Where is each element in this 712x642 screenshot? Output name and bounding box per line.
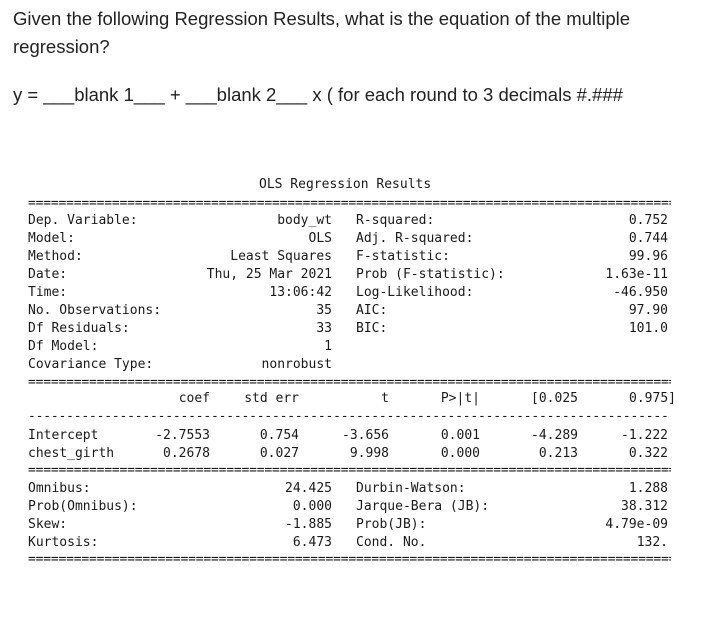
stat-row: Time: 13:06:42 Log-Likelihood: -46.950 <box>28 284 668 302</box>
coef-row: Intercept -2.7553 0.754 -3.656 0.001 -4.… <box>28 427 668 445</box>
ci-high-value: -1.222 <box>621 428 668 443</box>
stat-label: Date: <box>28 267 68 282</box>
coef-row: chest_girth 0.2678 0.027 9.998 0.000 0.2… <box>28 445 668 463</box>
col-header-ci-low: [0.025 <box>531 391 578 406</box>
question-line-2: regression? <box>13 36 110 57</box>
stat-label-right: F-statistic: <box>356 249 450 264</box>
stat-row: Method: Least Squares F-statistic: 99.96 <box>28 248 668 266</box>
stat-label: Df Residuals: <box>28 321 130 336</box>
stat-value-right: 101.0 <box>628 321 668 336</box>
coef-name: Intercept <box>28 428 99 443</box>
ci-low-value: 0.213 <box>538 446 578 461</box>
stat-label-right: Log-Likelihood: <box>356 285 474 300</box>
rule-single: ----------------------------------------… <box>28 413 671 421</box>
diag-row: Omnibus: 24.425 Durbin-Watson: 1.288 <box>28 480 668 498</box>
stat-value: Thu, 25 Mar 2021 <box>206 267 332 282</box>
diag-label-right: Jarque-Bera (JB): <box>356 499 490 514</box>
diag-value-right: 132. <box>636 535 668 550</box>
col-header-p: P>|t| <box>440 391 480 406</box>
stat-row: Df Residuals: 33 BIC: 101.0 <box>28 320 668 338</box>
stat-value: Least Squares <box>230 249 332 264</box>
question-line-1: Given the following Regression Results, … <box>13 8 631 29</box>
p-value: 0.000 <box>440 446 480 461</box>
ci-high-value: 0.322 <box>628 446 668 461</box>
stat-label: Method: <box>28 249 83 264</box>
diag-row: Skew: -1.885 Prob(JB): 4.79e-09 <box>28 516 668 534</box>
diag-row: Prob(Omnibus): 0.000 Jarque-Bera (JB): 3… <box>28 498 668 516</box>
rule-double: ========================================… <box>28 467 671 475</box>
col-header-std-err: std err <box>244 391 299 406</box>
diag-value: 24.425 <box>285 481 332 496</box>
t-value: 9.998 <box>349 446 389 461</box>
rule-double: ========================================… <box>28 200 671 208</box>
stat-row: Dep. Variable: body_wt R-squared: 0.752 <box>28 212 668 230</box>
diag-value-right: 1.288 <box>628 481 668 496</box>
col-header-coef: coef <box>178 391 210 406</box>
coef-header-row: coef std err t P>|t| [0.025 0.975] <box>28 390 676 408</box>
diag-label: Kurtosis: <box>28 535 99 550</box>
std-err-value: 0.027 <box>259 446 299 461</box>
stat-row: No. Observations: 35 AIC: 97.90 <box>28 302 668 320</box>
diag-row: Kurtosis: 6.473 Cond. No. 132. <box>28 534 668 552</box>
stat-label: Model: <box>28 231 75 246</box>
stat-value-right: 0.752 <box>628 213 668 228</box>
stat-value: nonrobust <box>261 357 332 372</box>
diag-label-right: Prob(JB): <box>356 517 427 532</box>
rule-double: ========================================… <box>28 556 671 564</box>
coef-name: chest_girth <box>28 446 115 461</box>
stat-value-right: 97.90 <box>628 303 668 318</box>
stat-row: Covariance Type: nonrobust <box>28 356 668 374</box>
stat-label-right: Prob (F-statistic): <box>356 267 505 282</box>
stat-label: Dep. Variable: <box>28 213 138 228</box>
diag-value: -1.885 <box>285 517 332 532</box>
coef-value: 0.2678 <box>163 446 210 461</box>
diag-value: 0.000 <box>292 499 332 514</box>
diag-label-right: Durbin-Watson: <box>356 481 466 496</box>
stat-value-right: 0.744 <box>628 231 668 246</box>
stat-label: Covariance Type: <box>28 357 154 372</box>
stat-label-right: Adj. R-squared: <box>356 231 474 246</box>
ci-low-value: -4.289 <box>531 428 578 443</box>
stat-label: Time: <box>28 285 68 300</box>
diag-label: Omnibus: <box>28 481 91 496</box>
diag-label-right: Cond. No. <box>356 535 427 550</box>
stat-value-right: 1.63e-11 <box>605 267 668 282</box>
stat-label: No. Observations: <box>28 303 162 318</box>
col-header-ci-high: 0.975] <box>629 391 676 406</box>
stat-value: 33 <box>316 321 332 336</box>
diag-value: 6.473 <box>292 535 332 550</box>
stat-value: 13:06:42 <box>269 285 332 300</box>
stat-label: Df Model: <box>28 339 99 354</box>
stat-row: Model: OLS Adj. R-squared: 0.744 <box>28 230 668 248</box>
stat-value: 35 <box>316 303 332 318</box>
stat-label-right: BIC: <box>356 321 388 336</box>
diag-label: Prob(Omnibus): <box>28 499 138 514</box>
diag-value-right: 4.79e-09 <box>605 517 668 532</box>
coef-value: -2.7553 <box>155 428 210 443</box>
stat-label-right: R-squared: <box>356 213 435 228</box>
diag-label: Skew: <box>28 517 68 532</box>
t-value: -3.656 <box>342 428 389 443</box>
col-header-t: t <box>381 391 389 406</box>
std-err-value: 0.754 <box>259 428 299 443</box>
rule-double: ========================================… <box>28 379 671 387</box>
equation-prompt: y = ___blank 1___ + ___blank 2___ x ( fo… <box>13 84 623 105</box>
p-value: 0.001 <box>440 428 480 443</box>
stat-label-right: AIC: <box>356 303 388 318</box>
stat-value: body_wt <box>277 213 332 228</box>
stat-value: OLS <box>308 231 332 246</box>
stat-row: Df Model: 1 <box>28 338 668 356</box>
stat-value-right: -46.950 <box>613 285 668 300</box>
ols-title: OLS Regression Results <box>259 177 432 192</box>
stat-value-right: 99.96 <box>628 249 668 264</box>
stat-value: 1 <box>324 339 332 354</box>
diag-value-right: 38.312 <box>621 499 668 514</box>
stat-row: Date: Thu, 25 Mar 2021 Prob (F-statistic… <box>28 266 668 284</box>
